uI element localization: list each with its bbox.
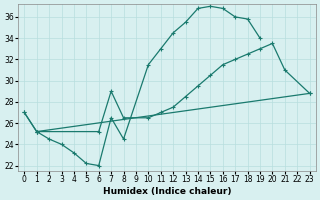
X-axis label: Humidex (Indice chaleur): Humidex (Indice chaleur) [103, 187, 231, 196]
